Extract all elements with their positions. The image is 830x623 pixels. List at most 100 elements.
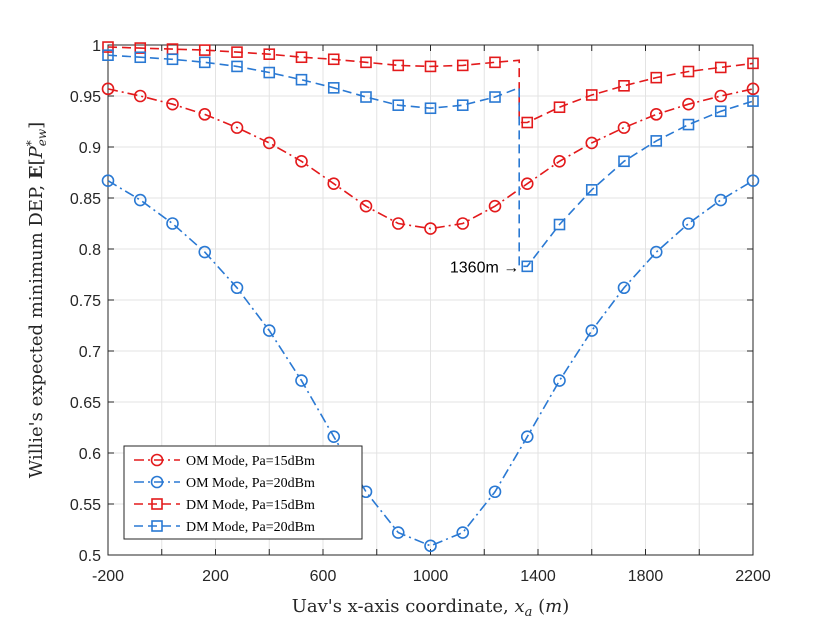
legend-swatch-marker [150, 475, 164, 489]
data-point [198, 56, 211, 69]
x-tick-label: 2200 [735, 568, 771, 585]
legend-swatch-marker [150, 453, 164, 467]
data-point [102, 49, 114, 62]
data-point [360, 56, 372, 69]
data-point [585, 324, 599, 337]
x-tick-label: 1800 [628, 568, 664, 585]
data-point [424, 539, 437, 553]
data-point [521, 116, 534, 129]
x-tick-label: -200 [92, 568, 124, 585]
data-point [360, 91, 372, 103]
data-point [714, 89, 728, 103]
data-point [263, 48, 276, 60]
data-point [166, 53, 179, 66]
data-point [682, 97, 695, 111]
x-axis-label: Uav's x-axis coordinate, xa (m) [292, 596, 570, 620]
data-point [198, 245, 212, 259]
data-point [198, 44, 211, 56]
data-point [295, 51, 308, 64]
data-point [392, 59, 405, 72]
y-axis-label: Willie's expected minimum DEP, E[P*ew] [24, 122, 49, 478]
data-point [553, 101, 566, 114]
series-2 [101, 174, 760, 553]
y-tick-label: 0.6 [79, 446, 101, 463]
data-point [746, 174, 760, 187]
data-point [327, 177, 341, 191]
data-point [295, 374, 308, 387]
data-point [392, 99, 405, 111]
data-point [649, 245, 663, 259]
y-tick-label: 1 [92, 38, 101, 55]
legend-swatch-marker [151, 520, 163, 532]
data-point [134, 51, 147, 64]
data-point [327, 53, 340, 66]
data-point [456, 526, 470, 539]
data-point [553, 218, 566, 231]
data-point [553, 154, 566, 168]
data-point [359, 199, 373, 213]
data-point [521, 260, 534, 273]
data-point [230, 281, 244, 295]
data-point [295, 154, 308, 168]
x-tick-label: 1400 [520, 568, 556, 585]
series-layer [101, 41, 760, 553]
legend: OM Mode, Pa=15dBm OM Mode, Pa=20dBm DM Mod… [123, 445, 363, 540]
data-point [617, 121, 631, 134]
y-tick-label: 0.7 [79, 344, 101, 361]
x-tick-label: 200 [202, 568, 229, 585]
data-point [456, 59, 469, 72]
y-tick-label: 0.75 [70, 293, 101, 310]
data-point [714, 105, 727, 118]
data-point [133, 193, 147, 207]
data-point [714, 61, 727, 74]
data-point [101, 174, 115, 187]
y-tick-label: 0.85 [70, 191, 101, 208]
y-tick-label: 0.8 [79, 242, 101, 259]
legend-label: OM Mode, Pa=15dBm [186, 454, 315, 469]
data-point [489, 91, 501, 103]
data-point [649, 108, 663, 121]
data-point [747, 95, 759, 107]
data-point [682, 217, 695, 230]
data-point [585, 184, 598, 196]
series-line [107, 88, 754, 230]
data-point [102, 41, 114, 53]
data-point [230, 121, 244, 134]
legend-swatch-marker [151, 498, 163, 510]
data-point [133, 89, 147, 103]
y-tick-label: 0.65 [70, 395, 101, 412]
data-point [134, 42, 147, 54]
series-3 [102, 41, 759, 129]
data-point [391, 526, 405, 539]
data-point [327, 82, 340, 94]
data-point [488, 199, 502, 213]
y-tick-label: 0.95 [70, 89, 101, 106]
data-point [617, 281, 631, 295]
data-point [747, 57, 759, 70]
data-point [618, 155, 630, 168]
data-point [295, 73, 308, 86]
data-point [456, 217, 470, 230]
data-point [553, 374, 566, 387]
data-point [585, 89, 598, 101]
data-point [520, 430, 534, 443]
data-point [166, 97, 179, 111]
y-tick-label: 0.55 [70, 497, 101, 514]
data-point [198, 108, 212, 121]
data-point [650, 135, 663, 147]
data-point [101, 82, 115, 96]
data-point [489, 56, 501, 69]
x-tick-label: 1000 [413, 568, 449, 585]
data-point [231, 60, 243, 73]
legend-label: OM Mode, Pa=20dBm [186, 476, 315, 491]
legend-box [123, 445, 363, 540]
data-point [520, 177, 534, 191]
data-point [166, 217, 179, 230]
y-tick-label: 0.5 [79, 548, 101, 565]
data-point [391, 217, 405, 230]
data-point [424, 222, 437, 235]
axis-ticks: -200 200 600 1000 1400 1800 2200 0.5 0.55 0.6 0.65… [70, 38, 771, 585]
data-point [327, 430, 341, 443]
series-4 [102, 49, 759, 273]
